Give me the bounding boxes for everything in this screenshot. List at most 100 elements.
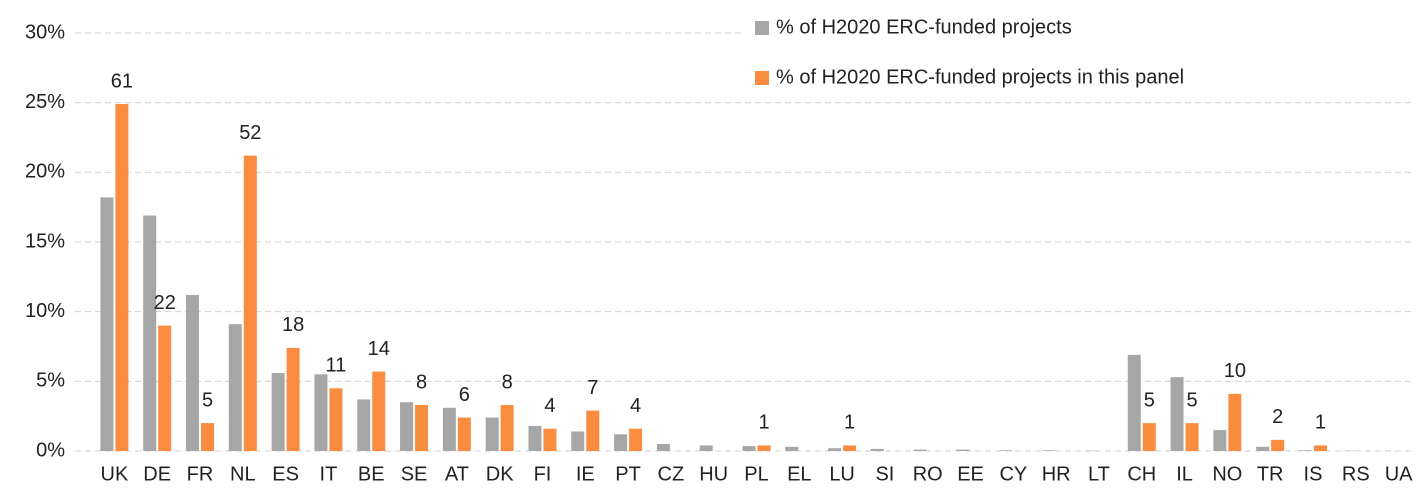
data-label: 1: [844, 412, 855, 434]
data-label: 61: [111, 70, 133, 92]
bar: [956, 449, 970, 451]
x-tick-label: CH: [1127, 463, 1156, 485]
x-tick-label: DE: [143, 463, 171, 485]
y-tick-label: 0%: [36, 439, 65, 461]
x-tick-label: LT: [1088, 463, 1110, 485]
bar: [870, 448, 884, 451]
bar: [1256, 446, 1270, 451]
bar: [1185, 423, 1199, 451]
data-label: 6: [459, 384, 470, 406]
data-label: 7: [587, 377, 598, 399]
legend-label: % of H2020 ERC-funded projects: [776, 16, 1072, 38]
bar: [1313, 445, 1327, 451]
bar: [372, 371, 386, 451]
data-label: 1: [1315, 412, 1326, 434]
x-tick-label: IL: [1176, 463, 1193, 485]
bar: [999, 450, 1013, 451]
x-tick-label: SI: [875, 463, 894, 485]
x-tick-label: DK: [486, 463, 514, 485]
bar: [913, 449, 927, 451]
bar: [843, 445, 857, 451]
bar: [1042, 450, 1056, 451]
bar: [629, 428, 643, 451]
y-tick-label: 20%: [25, 161, 65, 183]
bar: [442, 407, 456, 451]
x-tick-label: RO: [913, 463, 943, 485]
bar: [286, 347, 300, 451]
x-tick-label: NO: [1212, 463, 1242, 485]
bar: [742, 446, 756, 451]
bar: [243, 155, 257, 451]
legend-swatch: [755, 71, 769, 85]
bar: [457, 417, 471, 451]
bar: [785, 446, 799, 451]
bar: [528, 425, 542, 451]
bar: [415, 405, 429, 451]
data-label: 2: [1272, 406, 1283, 428]
bar: [571, 431, 585, 451]
bar: [115, 104, 129, 451]
bar: [500, 405, 514, 451]
x-tick-label: CZ: [658, 463, 685, 485]
bar: [828, 448, 842, 451]
y-tick-label: 10%: [25, 300, 65, 322]
bar: [1298, 450, 1312, 451]
x-tick-label: FI: [534, 463, 552, 485]
bar: [201, 423, 215, 451]
x-tick-label: BE: [358, 463, 385, 485]
bar: [228, 324, 242, 451]
bar: [271, 372, 285, 451]
bar: [357, 399, 371, 451]
legend-background: [745, 6, 1415, 92]
data-label: 10: [1224, 360, 1246, 382]
bar: [1213, 430, 1227, 451]
x-tick-label: PT: [615, 463, 641, 485]
y-tick-label: 5%: [36, 370, 65, 392]
x-tick-label: EE: [957, 463, 984, 485]
bar: [143, 215, 157, 451]
legend-label: % of H2020 ERC-funded projects in this p…: [776, 66, 1184, 88]
data-label: 4: [630, 395, 641, 417]
y-tick-label: 15%: [25, 230, 65, 252]
bar: [656, 444, 670, 451]
x-tick-label: PL: [744, 463, 768, 485]
x-tick-label: UA: [1385, 463, 1413, 485]
data-label: 5: [1144, 389, 1155, 411]
x-tick-label: ES: [272, 463, 299, 485]
x-tick-label: EL: [787, 463, 811, 485]
x-tick-label: AT: [445, 463, 469, 485]
x-tick-label: IT: [320, 463, 338, 485]
bar: [586, 410, 600, 451]
x-tick-label: SE: [401, 463, 428, 485]
bar: [186, 294, 200, 451]
bar: [1127, 354, 1141, 451]
y-tick-label: 25%: [25, 91, 65, 113]
bar: [1170, 377, 1184, 451]
data-label: 14: [368, 338, 390, 360]
x-tick-label: IE: [576, 463, 595, 485]
x-tick-label: IS: [1304, 463, 1323, 485]
data-label: 18: [282, 314, 304, 336]
bar: [757, 445, 771, 451]
x-tick-label: CY: [999, 463, 1027, 485]
bar: [543, 428, 557, 451]
x-tick-label: UK: [101, 463, 129, 485]
legend-swatch: [755, 21, 769, 35]
data-label: 52: [239, 122, 261, 144]
data-label: 22: [154, 292, 176, 314]
data-label: 5: [202, 389, 213, 411]
bar: [314, 374, 328, 451]
bar: [614, 434, 628, 451]
bar: [158, 325, 172, 451]
y-tick-label: 30%: [25, 21, 65, 43]
data-label: 8: [502, 371, 513, 393]
bar: [329, 388, 343, 451]
bar: [100, 197, 114, 451]
bar: [485, 417, 499, 451]
data-label: 11: [326, 355, 347, 377]
x-tick-label: HU: [699, 463, 728, 485]
x-tick-label: FR: [187, 463, 214, 485]
data-label: 4: [544, 395, 555, 417]
bar: [1271, 439, 1285, 451]
data-label: 1: [758, 412, 769, 434]
